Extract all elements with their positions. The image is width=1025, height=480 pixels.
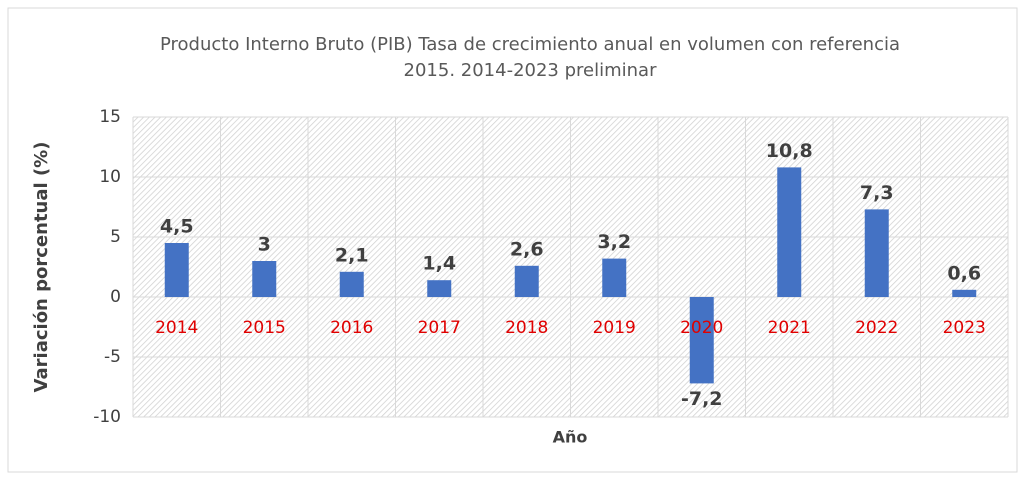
bar [689,297,714,384]
bar [514,265,539,297]
x-tick-label: 2014 [155,318,198,338]
data-label: -7,2 [681,388,723,410]
data-label: 10,8 [766,140,813,162]
x-tick-label: 2016 [330,318,373,338]
y-tick-label: -5 [104,347,121,367]
data-label: 3 [258,234,271,256]
x-tick-label: 2015 [243,318,286,338]
x-tick-label: 2021 [768,318,811,338]
y-tick-label: 0 [110,287,121,307]
bar [164,243,189,297]
x-tick-label: 2017 [418,318,461,338]
y-tick-label: 10 [99,167,121,187]
x-tick-label: 2019 [593,318,636,338]
chart-title: 2015. 2014-2023 preliminar [404,60,658,81]
bar [602,258,627,297]
chart-title: Producto Interno Bruto (PIB) Tasa de cre… [160,34,900,55]
x-tick-label: 2018 [505,318,548,338]
x-tick-label: 2022 [855,318,898,338]
bar [777,167,802,297]
x-tick-label: 2020 [680,318,723,338]
data-label: 4,5 [160,216,194,238]
bar [252,261,277,297]
y-tick-label: 5 [110,227,121,247]
bar [864,209,889,297]
data-label: 7,3 [860,182,894,204]
data-label: 2,1 [335,244,369,266]
x-axis-title: Año [553,428,588,447]
x-tick-label: 2023 [943,318,986,338]
y-axis-title: Variación porcentual (%) [31,142,52,393]
data-label: 3,2 [597,231,631,253]
data-label: 0,6 [947,262,981,284]
y-tick-label: 15 [99,107,121,127]
bar [339,271,364,297]
data-label: 2,6 [510,238,544,260]
bar [952,289,977,297]
data-label: 1,4 [422,253,456,275]
bar [427,280,452,297]
y-tick-label: -10 [93,407,121,427]
